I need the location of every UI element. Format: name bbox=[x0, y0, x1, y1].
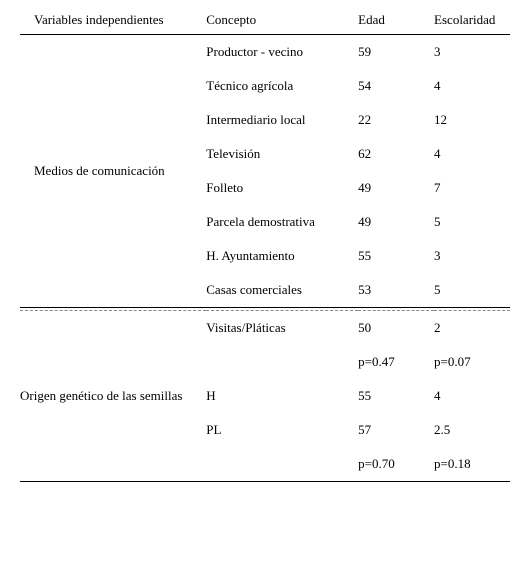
header-edad: Edad bbox=[358, 12, 434, 35]
cell-concepto: Técnico agrícola bbox=[206, 69, 358, 103]
cell-edad: 57 bbox=[358, 413, 434, 447]
cell-edad: 62 bbox=[358, 137, 434, 171]
cell-edad: 22 bbox=[358, 103, 434, 137]
cell-concepto: H bbox=[206, 379, 358, 413]
cell-edad: 59 bbox=[358, 35, 434, 69]
table-row: H. Ayuntamiento 55 3 bbox=[20, 239, 510, 273]
cell-esc: 5 bbox=[434, 205, 510, 239]
cell-edad: p=0.47 bbox=[358, 345, 434, 379]
table-row: p=0.47 p=0.07 bbox=[20, 345, 510, 379]
cell-esc: 4 bbox=[434, 379, 510, 413]
cell-esc: 4 bbox=[434, 69, 510, 103]
cell-esc: p=0.18 bbox=[434, 447, 510, 482]
cell-edad: 50 bbox=[358, 311, 434, 346]
header-escolaridad: Escolaridad bbox=[434, 12, 510, 35]
header-row: Variables independientes Concepto Edad E… bbox=[20, 12, 510, 35]
cell-concepto: Visitas/Pláticas bbox=[206, 311, 358, 346]
cell-concepto bbox=[206, 447, 358, 482]
cell-esc: 12 bbox=[434, 103, 510, 137]
table-row: Medios de comunicación Televisión 62 4 bbox=[20, 137, 510, 171]
cell-edad: 54 bbox=[358, 69, 434, 103]
cell-esc: 3 bbox=[434, 239, 510, 273]
cell-concepto bbox=[206, 345, 358, 379]
cell-esc: 4 bbox=[434, 137, 510, 171]
table-row: PL 57 2.5 bbox=[20, 413, 510, 447]
table-row: Casas comerciales 53 5 bbox=[20, 273, 510, 308]
cell-concepto: PL bbox=[206, 413, 358, 447]
cell-esc: p=0.07 bbox=[434, 345, 510, 379]
table-row: Productor - vecino 59 3 bbox=[20, 35, 510, 69]
cell-esc: 3 bbox=[434, 35, 510, 69]
cell-concepto: Casas comerciales bbox=[206, 273, 358, 308]
cell-concepto: Televisión bbox=[206, 137, 358, 171]
cell-concepto: Intermediario local bbox=[206, 103, 358, 137]
cell-concepto: Folleto bbox=[206, 171, 358, 205]
data-table: Variables independientes Concepto Edad E… bbox=[20, 12, 510, 482]
table-row: Parcela demostrativa 49 5 bbox=[20, 205, 510, 239]
cell-esc: 2.5 bbox=[434, 413, 510, 447]
cell-edad: p=0.70 bbox=[358, 447, 434, 482]
table-row: Origen genético de las semillas H 55 4 bbox=[20, 379, 510, 413]
cell-edad: 53 bbox=[358, 273, 434, 308]
table-row: Intermediario local 22 12 bbox=[20, 103, 510, 137]
group-label: Medios de comunicación bbox=[20, 137, 206, 205]
cell-esc: 2 bbox=[434, 311, 510, 346]
table-row: Visitas/Pláticas 50 2 bbox=[20, 311, 510, 346]
header-variables: Variables independientes bbox=[20, 12, 206, 35]
cell-edad: 49 bbox=[358, 171, 434, 205]
group-label: Origen genético de las semillas bbox=[20, 379, 206, 413]
cell-esc: 7 bbox=[434, 171, 510, 205]
cell-concepto: H. Ayuntamiento bbox=[206, 239, 358, 273]
cell-edad: 49 bbox=[358, 205, 434, 239]
cell-edad: 55 bbox=[358, 379, 434, 413]
cell-concepto: Productor - vecino bbox=[206, 35, 358, 69]
cell-concepto: Parcela demostrativa bbox=[206, 205, 358, 239]
table-row: p=0.70 p=0.18 bbox=[20, 447, 510, 482]
table-row: Técnico agrícola 54 4 bbox=[20, 69, 510, 103]
header-concepto: Concepto bbox=[206, 12, 358, 35]
cell-edad: 55 bbox=[358, 239, 434, 273]
cell-esc: 5 bbox=[434, 273, 510, 308]
